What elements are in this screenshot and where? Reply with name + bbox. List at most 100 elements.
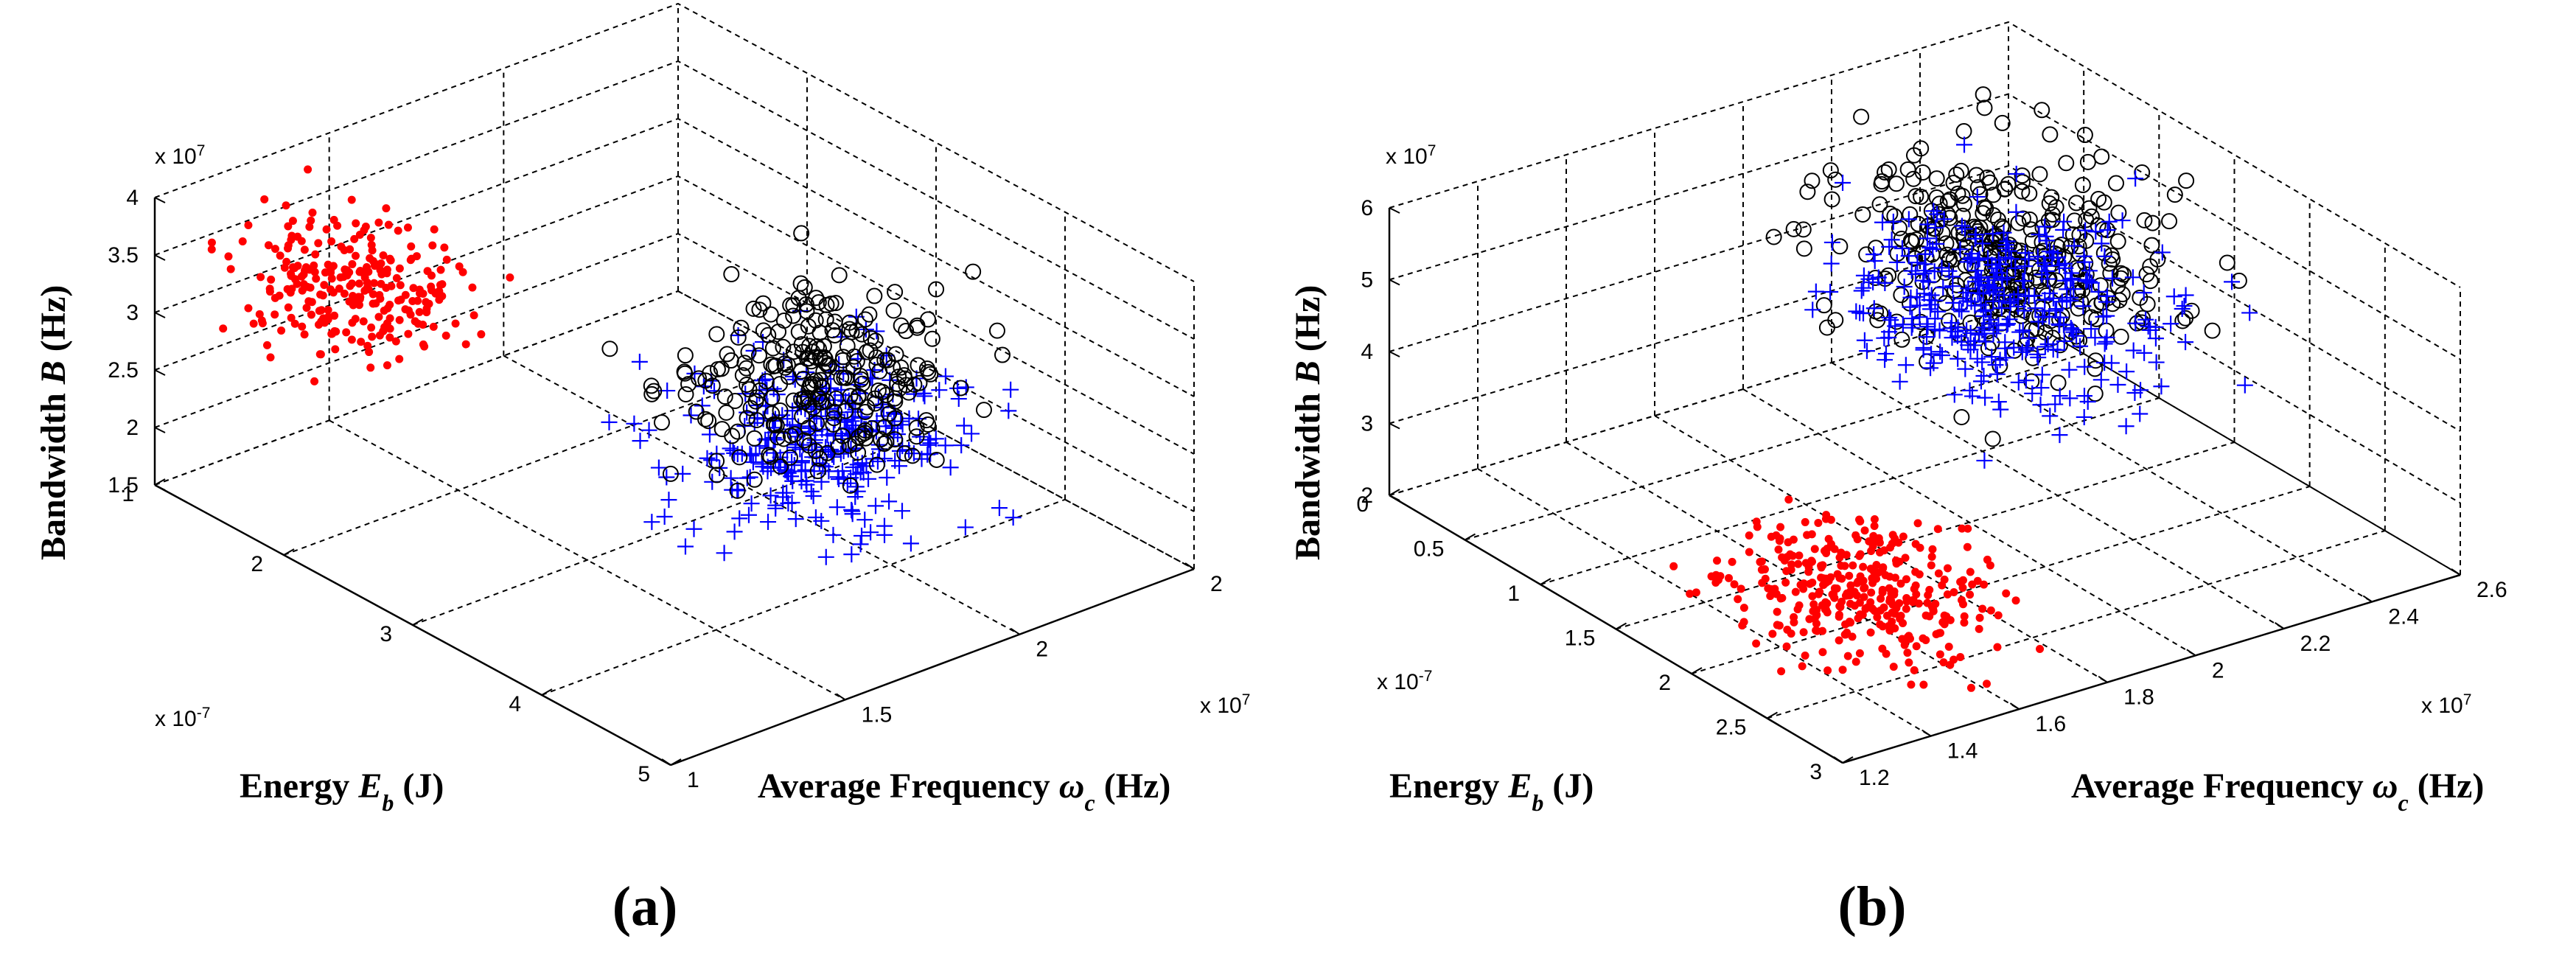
data-point-dot [385, 314, 394, 323]
data-point-circle [1986, 228, 2003, 245]
data-point-dot [1835, 612, 1843, 621]
data-point-dot [1855, 649, 1864, 657]
data-point-circle [805, 399, 822, 416]
data-point-plus [2114, 212, 2131, 229]
data-point-dot [415, 307, 424, 316]
data-point-circle [848, 322, 865, 339]
data-point-plus [744, 454, 761, 471]
data-point-plus [1997, 240, 2014, 256]
data-point-circle [1975, 86, 1992, 103]
data-point-circle [766, 416, 783, 433]
y-axis-label-a: Energy Eb (J) [240, 767, 444, 816]
data-point-dot [267, 275, 276, 284]
data-point-dot [331, 345, 340, 354]
data-point-plus [2062, 271, 2079, 288]
data-point-dot [375, 331, 384, 340]
data-point-plus [2132, 405, 2149, 422]
data-point-dot [1905, 658, 1913, 667]
data-point-dot [304, 297, 313, 306]
floor-gridline [541, 498, 1066, 696]
data-point-circle [920, 416, 937, 433]
data-point-dot [1877, 594, 1885, 603]
data-point-circle [2115, 266, 2132, 283]
data-point-dot [1730, 580, 1739, 589]
x-tick-mark [2009, 702, 2020, 710]
data-point-plus [1005, 509, 1022, 526]
data-point-circle [775, 338, 792, 355]
data-point-circle [807, 372, 824, 389]
data-point-plus [787, 511, 804, 528]
data-point-plus [2000, 315, 2017, 332]
data-point-circle [1827, 171, 1844, 188]
data-point-dot [299, 280, 308, 289]
data-point-circle [825, 410, 842, 427]
data-point-circle [858, 343, 875, 360]
data-point-circle [807, 442, 824, 459]
x-tick-label: 2 [1210, 572, 1223, 596]
y-tick-label: 0.5 [1414, 537, 1445, 562]
data-point-dot [435, 296, 444, 304]
data-point-circle [662, 465, 679, 482]
data-point-dot [1885, 584, 1893, 593]
data-point-circle [653, 414, 670, 431]
data-point-plus [1993, 299, 2010, 316]
data-point-circle [856, 311, 873, 328]
data-point-circle [762, 448, 779, 465]
data-point-circle [909, 319, 926, 336]
data-point-circle [856, 422, 873, 439]
data-point-plus [2062, 390, 2078, 407]
data-point-circle [2058, 155, 2075, 172]
data-point-dot [347, 195, 356, 204]
data-point-dot [329, 215, 338, 224]
data-point-plus [843, 546, 860, 563]
data-point-dot [327, 274, 336, 283]
data-point-dot [377, 259, 385, 268]
data-point-dot [1714, 576, 1722, 584]
data-point-circle [680, 376, 697, 393]
data-point-dot [1799, 628, 1808, 637]
data-point-circle [729, 423, 746, 440]
data-point-dot [1923, 598, 1932, 607]
data-point-circle [792, 275, 809, 292]
data-point-plus [1888, 254, 1905, 270]
data-point-dot [1881, 570, 1890, 579]
data-point-dot [306, 283, 315, 292]
data-point-dot [1873, 612, 1882, 621]
data-point-circle [2041, 195, 2058, 212]
data-point-plus [1926, 263, 1943, 280]
data-point-dot [1933, 525, 1942, 534]
data-point-circle [808, 290, 825, 307]
data-point-plus [1883, 231, 1900, 248]
data-point-dot [1860, 526, 1869, 535]
data-point-plus [740, 506, 757, 523]
data-point-plus [1953, 217, 1970, 234]
data-point-plus [807, 509, 824, 526]
data-point-plus [858, 458, 875, 475]
data-point-plus [2103, 355, 2120, 371]
data-point-plus [1953, 333, 1970, 350]
z-tick-label: 2 [126, 416, 139, 440]
data-point-circle [601, 341, 618, 357]
data-point-plus [626, 415, 643, 432]
data-point-plus [1930, 303, 1947, 320]
data-point-dot [1776, 594, 1785, 603]
data-point-dot [1686, 590, 1694, 598]
data-point-dot [1978, 604, 1987, 613]
data-point-circle [893, 317, 910, 334]
y-tick-label: 5 [638, 762, 650, 786]
data-point-dot [1935, 629, 1944, 638]
x-tick-label: 2.4 [2388, 604, 2419, 629]
data-point-dot [1870, 522, 1879, 531]
data-point-plus [656, 508, 673, 525]
data-point-dot [1822, 511, 1831, 520]
data-point-plus [1902, 299, 1919, 315]
data-point-plus [2137, 311, 2154, 328]
data-point-plus [1807, 283, 1824, 300]
y-tick-label: 1 [122, 482, 134, 506]
data-point-plus [1989, 366, 2006, 383]
data-point-circle [1953, 408, 1970, 425]
data-point-dot [1936, 650, 1944, 659]
data-point-dot [1812, 626, 1821, 635]
data-point-dot [1805, 615, 1814, 624]
data-point-dot [1855, 598, 1864, 607]
